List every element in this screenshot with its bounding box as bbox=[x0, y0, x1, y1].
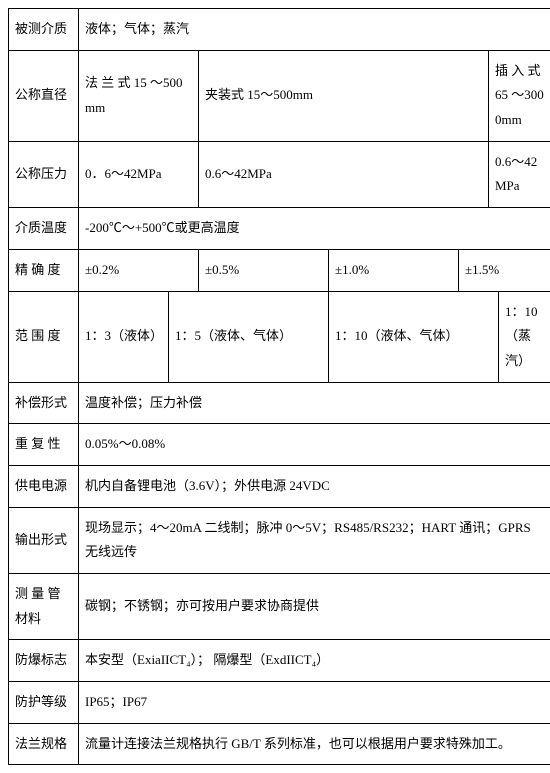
cell: ±0.5% bbox=[199, 249, 329, 291]
row-label: 测 量 管材料 bbox=[9, 574, 79, 640]
row-label: 精 确 度 bbox=[9, 249, 79, 291]
cell: -200℃～+500℃或更高温度 bbox=[79, 208, 550, 250]
table-row: 测 量 管材料 碳钢；不锈钢；亦可按用户要求协商提供 bbox=[9, 574, 550, 640]
row-label: 介质温度 bbox=[9, 208, 79, 250]
cell: 1：10（液体、气体） bbox=[329, 291, 499, 382]
cell: 0．6～42MPa bbox=[79, 141, 199, 207]
cell: ±1.5% bbox=[459, 249, 550, 291]
table-row: 被测介质 液体；气体；蒸汽 bbox=[9, 9, 550, 51]
cell: 碳钢；不锈钢；亦可按用户要求协商提供 bbox=[79, 574, 550, 640]
cell: 温度补偿；压力补偿 bbox=[79, 382, 550, 424]
cell: 0.6～42MPa bbox=[199, 141, 489, 207]
cell: 1：10（蒸汽） bbox=[499, 291, 550, 382]
row-label: 公称压力 bbox=[9, 141, 79, 207]
cell: ±1.0% bbox=[329, 249, 459, 291]
row-label: 公称直径 bbox=[9, 50, 79, 141]
row-label: 法兰规格 bbox=[9, 723, 79, 765]
cell: 现场显示；4～20mA 二线制；脉冲 0～5V；RS485/RS232；HART… bbox=[79, 507, 550, 573]
table-row: 精 确 度 ±0.2% ±0.5% ±1.0% ±1.5% bbox=[9, 249, 550, 291]
cell: 1：5（液体、气体） bbox=[169, 291, 329, 382]
cell: 0.05%～0.08% bbox=[79, 424, 550, 466]
row-label: 供电电源 bbox=[9, 465, 79, 507]
cell: ±0.2% bbox=[79, 249, 199, 291]
row-label: 被测介质 bbox=[9, 9, 79, 51]
cell: 插 入 式 65 ～3000mm bbox=[489, 50, 550, 141]
table-row: 防爆标志 本安型（ExiaIICT₄）； 隔爆型（ExdIICT₄） bbox=[9, 640, 550, 682]
cell: 法 兰 式 15 ～500mm bbox=[79, 50, 199, 141]
cell: 流量计连接法兰规格执行 GB/T 系列标准，也可以根据用户要求特殊加工。 bbox=[79, 723, 550, 765]
cell: 机内自备锂电池（3.6V）；外供电源 24VDC bbox=[79, 465, 550, 507]
row-label: 重 复 性 bbox=[9, 424, 79, 466]
row-label: 输出形式 bbox=[9, 507, 79, 573]
table-row: 输出形式 现场显示；4～20mA 二线制；脉冲 0～5V；RS485/RS232… bbox=[9, 507, 550, 573]
cell: 1：3（液体） bbox=[79, 291, 169, 382]
table-row: 公称直径 法 兰 式 15 ～500mm 夹装式 15～500mm 插 入 式 … bbox=[9, 50, 550, 141]
table-row: 法兰规格 流量计连接法兰规格执行 GB/T 系列标准，也可以根据用户要求特殊加工… bbox=[9, 723, 550, 765]
row-label: 防爆标志 bbox=[9, 640, 79, 682]
table-row: 补偿形式 温度补偿；压力补偿 bbox=[9, 382, 550, 424]
cell: 夹装式 15～500mm bbox=[199, 50, 489, 141]
row-label: 防护等级 bbox=[9, 682, 79, 724]
cell: 0.6～42MPa bbox=[489, 141, 550, 207]
spec-table: 被测介质 液体；气体；蒸汽 公称直径 法 兰 式 15 ～500mm 夹装式 1… bbox=[8, 8, 550, 765]
table-row: 公称压力 0．6～42MPa 0.6～42MPa 0.6～42MPa bbox=[9, 141, 550, 207]
cell: IP65；IP67 bbox=[79, 682, 550, 724]
table-row: 防护等级 IP65；IP67 bbox=[9, 682, 550, 724]
table-row: 供电电源 机内自备锂电池（3.6V）；外供电源 24VDC bbox=[9, 465, 550, 507]
row-label: 补偿形式 bbox=[9, 382, 79, 424]
table-row: 重 复 性 0.05%～0.08% bbox=[9, 424, 550, 466]
cell: 液体；气体；蒸汽 bbox=[79, 9, 550, 51]
table-row: 范 围 度 1：3（液体） 1：5（液体、气体） 1：10（液体、气体） 1：1… bbox=[9, 291, 550, 382]
table-row: 介质温度 -200℃～+500℃或更高温度 bbox=[9, 208, 550, 250]
row-label: 范 围 度 bbox=[9, 291, 79, 382]
cell: 本安型（ExiaIICT₄）； 隔爆型（ExdIICT₄） bbox=[79, 640, 550, 682]
